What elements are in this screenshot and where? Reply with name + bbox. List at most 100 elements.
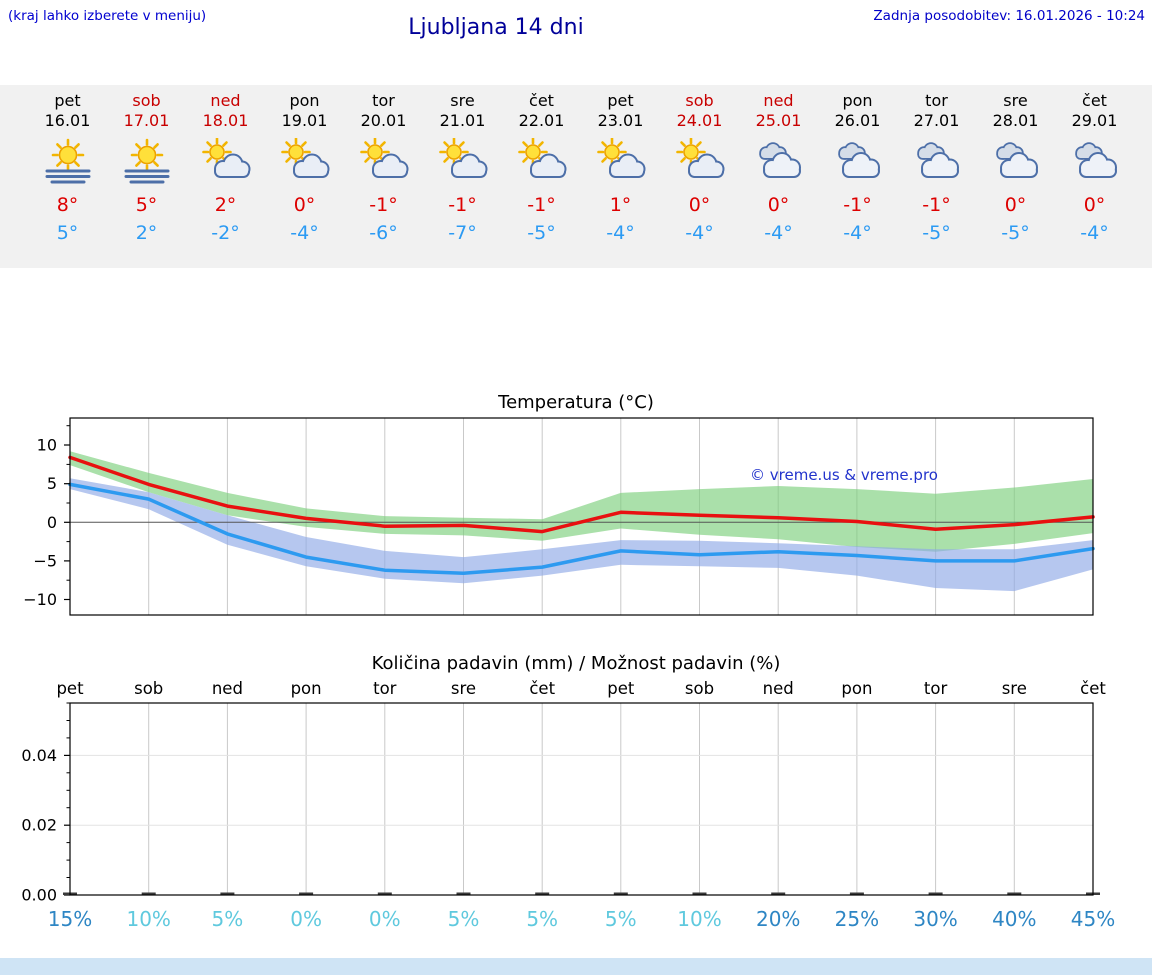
day-date: 23.01 [597,111,644,130]
svg-text:sob: sob [685,679,714,698]
low-temp: -6° [369,222,398,244]
svg-text:pet: pet [56,679,84,698]
low-temp: -5° [1001,222,1030,244]
high-temp: 0° [1004,194,1027,216]
temp-plot-border [69,417,1094,616]
precip-probability: 45% [1071,907,1115,931]
day-column: sob 17.01 5° 2° [107,91,186,268]
day-date: 17.01 [123,111,170,130]
low-temp: -4° [685,222,714,244]
last-update: Zadnja posodobitev: 16.01.2026 - 10:24 [873,8,1145,24]
day-name: čet [529,91,554,110]
partly-cloudy-icon [660,137,739,188]
svg-text:−5: −5 [33,551,57,570]
high-temp: 0° [767,194,790,216]
watermark: © vreme.us & vreme.pro [750,466,938,484]
partly-cloudy-icon [581,137,660,188]
high-temp: 0° [1083,194,1106,216]
day-date: 25.01 [755,111,802,130]
low-temp: -4° [290,222,319,244]
day-column: pet 23.01 1° -4° [581,91,660,268]
day-date: 18.01 [202,111,249,130]
low-temp: 2° [135,222,158,244]
menu-hint: (kraj lahko izberete v meniju) [8,8,207,24]
day-date: 27.01 [913,111,960,130]
day-name: pet [54,91,81,110]
high-temp: 8° [56,194,79,216]
svg-text:tor: tor [924,679,948,698]
precip-probability: 5% [212,907,244,931]
svg-text:10: 10 [37,436,57,455]
svg-text:čet: čet [1080,679,1106,698]
svg-text:−10: −10 [23,590,57,609]
precip-probability: 5% [526,907,558,931]
cloudy-icon [739,138,818,188]
high-temp: 0° [688,194,711,216]
day-date: 21.01 [439,111,486,130]
low-temp: -4° [764,222,793,244]
low-temp: -7° [448,222,477,244]
low-temp: -5° [922,222,951,244]
min-temp-line [68,482,1095,576]
temperature-chart-svg: Temperatura (°C) 10 5 0 −5 −10 © vreme.us & vr… [23,392,1095,616]
max-range-band [70,451,1093,552]
day-name: čet [1082,91,1107,110]
precip-chart-title: Količina padavin (mm) / Možnost padavin … [372,653,781,674]
precipitation-chart-svg: Količina padavin (mm) / Možnost padavin … [21,653,1115,931]
day-name: tor [925,91,948,110]
high-temp: -1° [843,194,872,216]
precip-y-axis: 0.00 0.02 0.04 [21,702,70,905]
day-date: 19.01 [281,111,328,130]
low-temp: -4° [606,222,635,244]
day-column: sre 21.01 -1° -7° [423,91,502,268]
day-date: 24.01 [676,111,723,130]
day-name: ned [210,91,241,110]
day-name: pon [289,91,320,110]
svg-text:pon: pon [841,679,872,698]
days-strip: pet 16.01 8° 5° sob 17.01 5° 2° ned 18.01 2° -2° pon… [0,85,1152,268]
day-name: sre [1003,91,1028,110]
precip-plot-border [69,702,1094,896]
precip-probability: 30% [913,907,957,931]
day-date: 20.01 [360,111,407,130]
svg-text:5: 5 [47,474,57,493]
precip-hgrid [70,754,1093,826]
low-temp: -2° [211,222,240,244]
day-date: 16.01 [44,111,91,130]
day-column: pet 16.01 8° 5° [28,91,107,268]
precip-probability: 5% [605,907,637,931]
svg-text:sre: sre [451,679,476,698]
day-name: sob [132,91,161,110]
svg-text:0: 0 [47,513,57,532]
high-temp: 1° [609,194,632,216]
day-date: 22.01 [518,111,565,130]
page-title: Ljubljana 14 dni [408,15,584,40]
day-column: sre 28.01 0° -5° [976,91,1055,268]
day-date: 29.01 [1071,111,1118,130]
precip-probability: 0% [369,907,401,931]
precip-probability: 5% [448,907,480,931]
low-temp: 5° [56,222,79,244]
high-temp: 0° [293,194,316,216]
high-temp: -1° [527,194,556,216]
high-temp: -1° [369,194,398,216]
day-name: sre [450,91,475,110]
day-column: sob 24.01 0° -4° [660,91,739,268]
min-range-band [70,478,1093,592]
temp-chart-title: Temperatura (°C) [497,392,654,413]
cloudy-icon [818,138,897,188]
day-name: ned [763,91,794,110]
low-temp: -4° [843,222,872,244]
day-column: ned 18.01 2° -2° [186,91,265,268]
day-column: čet 22.01 -1° -5° [502,91,581,268]
day-name: sob [685,91,714,110]
day-column: čet 29.01 0° -4° [1055,91,1134,268]
sun-fog-icon [107,138,186,188]
day-name: pet [607,91,634,110]
day-column: tor 27.01 -1° -5° [897,91,976,268]
precip-probability: 25% [835,907,879,931]
max-temp-line [68,455,1095,534]
svg-text:ned: ned [212,679,243,698]
day-column: tor 20.01 -1° -6° [344,91,423,268]
svg-text:sob: sob [134,679,163,698]
